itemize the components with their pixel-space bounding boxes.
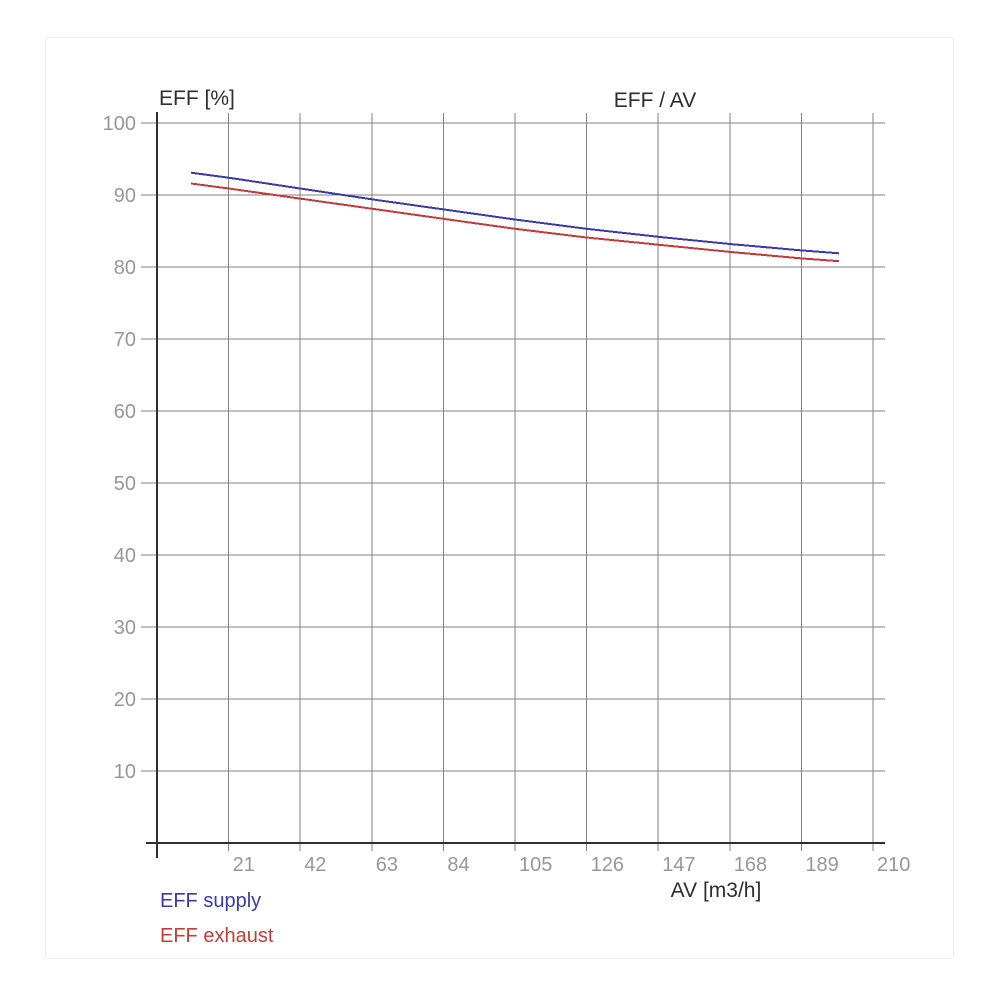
x-tick-label: 21	[233, 854, 255, 876]
x-tick-label: 84	[447, 854, 469, 876]
y-tick-label: 10	[114, 761, 136, 783]
x-tick-label: 210	[877, 854, 910, 876]
y-tick-label: 20	[114, 689, 136, 711]
y-tick-label: 70	[114, 329, 136, 351]
x-tick-label: 63	[376, 854, 398, 876]
y-tick-label: 50	[114, 473, 136, 495]
x-axis-title: AV [m3/h]	[670, 879, 762, 902]
series-line-supply	[190, 171, 839, 255]
series-line-exhaust	[190, 182, 839, 263]
y-axis-title: EFF [%]	[159, 87, 235, 110]
chart-title: EFF / AV	[613, 89, 697, 112]
x-tick-label: 168	[734, 854, 767, 876]
y-tick-label: 80	[114, 257, 136, 279]
x-tick-label: 105	[519, 854, 552, 876]
x-tick-label: 126	[591, 854, 624, 876]
y-tick-label: 100	[103, 113, 136, 135]
chart-card	[45, 37, 954, 959]
legend-item-exhaust: EFF exhaust	[160, 925, 274, 947]
x-tick-label: 189	[805, 854, 838, 876]
legend-item-supply: EFF supply	[160, 890, 262, 912]
y-tick-label: 40	[114, 545, 136, 567]
y-tick-label: 90	[114, 185, 136, 207]
x-tick-label: 147	[662, 854, 695, 876]
y-tick-label: 60	[114, 401, 136, 423]
x-tick-label: 42	[304, 854, 326, 876]
y-tick-label: 30	[114, 617, 136, 639]
